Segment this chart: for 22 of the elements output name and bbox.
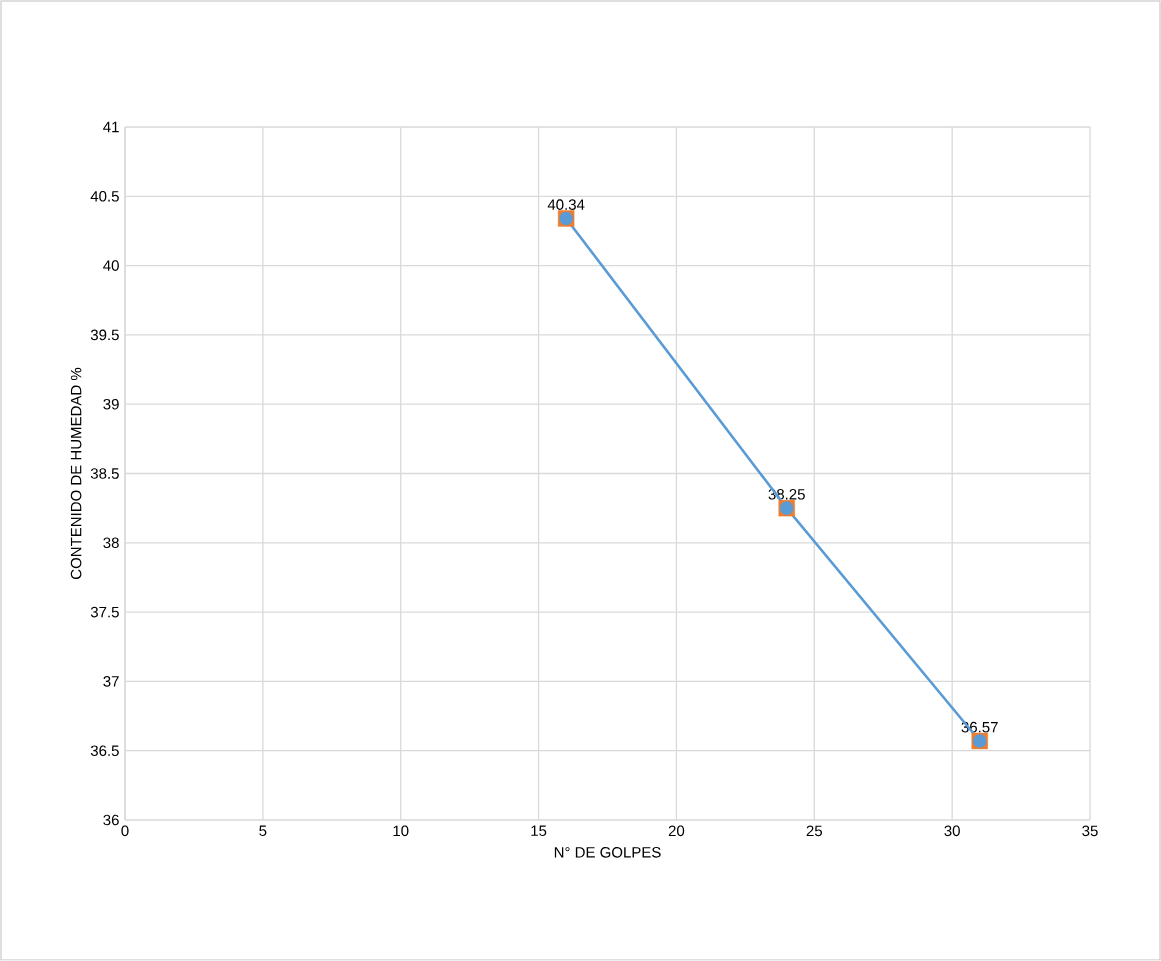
x-tick-label: 25 xyxy=(806,825,823,837)
y-tick-label: 36.5 xyxy=(90,745,119,756)
y-tick-label: 39 xyxy=(103,398,119,410)
y-tick-label: 40.5 xyxy=(90,190,119,202)
y-tick-label: 41 xyxy=(103,121,119,133)
y-tick-label: 38.5 xyxy=(90,468,119,479)
x-tick-label: 35 xyxy=(1082,825,1098,837)
x-axis-title: N° DE GOLPES xyxy=(554,847,661,858)
x-tick-label: 30 xyxy=(944,825,960,837)
x-tick-label: 15 xyxy=(531,825,547,836)
x-tick-label: 20 xyxy=(668,825,685,837)
y-tick-label: 38 xyxy=(103,537,119,549)
x-tick-label: 0 xyxy=(121,825,129,837)
y-tick-label: 37.5 xyxy=(90,606,119,618)
data-label: 40.34 xyxy=(547,199,585,210)
y-tick-label: 36 xyxy=(103,814,119,826)
y-tick-label: 39.5 xyxy=(90,329,119,341)
y-tick-label: 40 xyxy=(103,260,119,271)
y-tick-label: 37 xyxy=(103,676,119,687)
y-axis-title: CONTENIDO DE HUMEDAD % xyxy=(70,367,82,579)
x-tick-label: 10 xyxy=(393,825,409,837)
x-tick-label: 5 xyxy=(259,825,267,836)
